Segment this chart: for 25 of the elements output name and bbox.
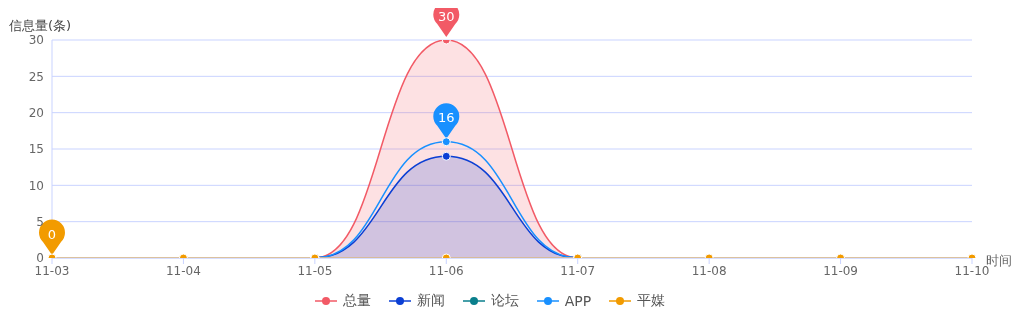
- y-tick-label: 20: [28, 105, 44, 120]
- legend-label: 平媒: [636, 292, 666, 310]
- legend-label: 新闻: [415, 292, 445, 310]
- annotation: 30: [438, 8, 455, 24]
- point: [441, 137, 451, 147]
- y-tick-label: 25: [28, 69, 44, 84]
- x-tick-label: 11-05: [297, 263, 333, 278]
- annotation: 16: [438, 110, 455, 126]
- legend-label: 总量: [341, 292, 371, 310]
- x-tick-label: 11-04: [165, 263, 201, 278]
- legend-label: 论坛: [489, 292, 519, 310]
- x-tick-label: 11-07: [560, 263, 596, 278]
- y-tick-label: 15: [28, 142, 44, 157]
- x-tick-label: 11-09: [823, 263, 859, 278]
- y-tick-label: 10: [28, 178, 44, 193]
- x-tick-label: 11-06: [428, 263, 464, 278]
- y-tick-label: 0: [36, 251, 44, 266]
- y-tick-label: 5: [36, 214, 44, 229]
- point: [441, 151, 451, 161]
- y-tick-label: 30: [28, 33, 44, 48]
- x-tick-label: 11-08: [691, 263, 727, 278]
- legend-label: APP: [563, 292, 592, 310]
- annotation: 0: [47, 226, 57, 242]
- x-tick-label: 11-03: [34, 263, 70, 278]
- y-axis-title: 信息量(条): [8, 18, 72, 33]
